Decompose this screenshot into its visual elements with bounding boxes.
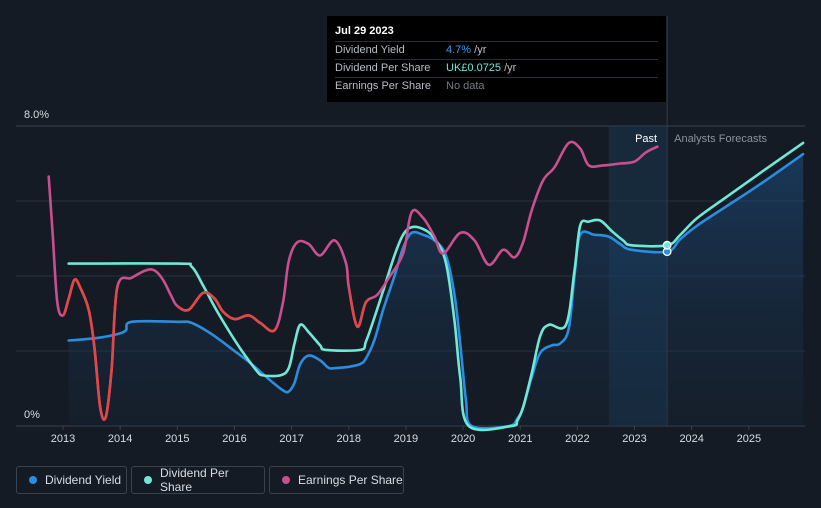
tooltip-label: Dividend Yield bbox=[335, 44, 405, 56]
tooltip-panel: Jul 29 2023 Dividend Yield 4.7% /yr Divi… bbox=[327, 16, 666, 102]
tooltip-date: Jul 29 2023 bbox=[335, 25, 394, 37]
legend-label: Earnings Per Share bbox=[298, 473, 403, 487]
forecast-label: Analysts Forecasts bbox=[674, 133, 767, 145]
x-tick-label: 2022 bbox=[565, 433, 589, 445]
dividend-yield-area bbox=[68, 154, 804, 429]
marker-points bbox=[662, 240, 672, 257]
x-tick-label: 2023 bbox=[622, 433, 646, 445]
tooltip-label: Dividend Per Share bbox=[335, 62, 431, 74]
tooltip-row-dividend-yield: Dividend Yield 4.7% /yr bbox=[335, 41, 658, 59]
area-fills bbox=[68, 154, 804, 429]
y-tick-label: 0% bbox=[24, 409, 40, 421]
x-tick-label: 2015 bbox=[165, 433, 189, 445]
legend-item-earnings-per-share[interactable]: Earnings Per Share bbox=[269, 466, 404, 494]
data-marker bbox=[662, 240, 672, 250]
legend-dot-icon bbox=[144, 476, 152, 484]
tooltip-row-earnings-per-share: Earnings Per Share No data bbox=[335, 77, 658, 95]
axis-labels: 8.0% 0% 2013 2014 2015 2016 2017 2018 2019 2020 20… bbox=[24, 109, 768, 445]
x-tick-label: 2019 bbox=[394, 433, 418, 445]
legend-dot-icon bbox=[282, 476, 290, 484]
tooltip-value: UK£0.0725 bbox=[446, 62, 502, 74]
x-tick-label: 2014 bbox=[108, 433, 132, 445]
x-tick-label: 2017 bbox=[279, 433, 303, 445]
x-tick-label: 2018 bbox=[337, 433, 361, 445]
legend-label: Dividend Per Share bbox=[160, 466, 229, 494]
tooltip-value: 4.7% bbox=[446, 44, 472, 56]
tooltip-unit: /yr bbox=[471, 44, 487, 56]
y-tick-label: 8.0% bbox=[24, 109, 49, 121]
x-tick-label: 2013 bbox=[51, 433, 75, 445]
tooltip-row-dividend-per-share: Dividend Per Share UK£0.0725 /yr bbox=[335, 59, 658, 77]
legend-item-dividend-yield[interactable]: Dividend Yield bbox=[16, 466, 127, 494]
tooltip-label: Earnings Per Share bbox=[335, 80, 431, 92]
legend-item-dividend-per-share[interactable]: Dividend Per Share bbox=[131, 466, 265, 494]
past-label: Past bbox=[635, 133, 657, 145]
series-lines bbox=[47, 140, 805, 432]
legend-dot-icon bbox=[29, 476, 37, 484]
x-tick-label: 2016 bbox=[222, 433, 246, 445]
x-tick-label: 2021 bbox=[508, 433, 532, 445]
tooltip-value: No data bbox=[446, 80, 485, 92]
x-tick-label: 2025 bbox=[737, 433, 761, 445]
tooltip-unit: /yr bbox=[501, 62, 517, 74]
x-tick-label: 2024 bbox=[679, 433, 703, 445]
legend-label: Dividend Yield bbox=[45, 473, 122, 487]
x-tick-label: 2020 bbox=[451, 433, 475, 445]
